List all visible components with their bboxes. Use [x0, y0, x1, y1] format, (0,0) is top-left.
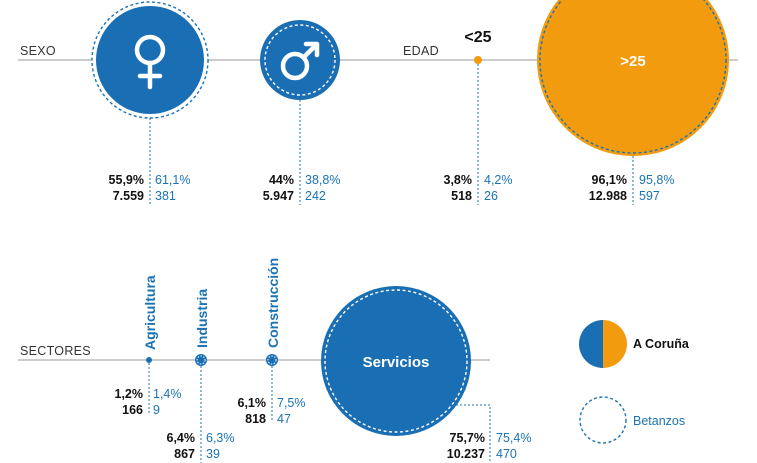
bubble-hombre-coruna [260, 20, 340, 100]
menor25-label: <25 [464, 29, 491, 46]
legend-betanzos-swatch-icon [579, 396, 627, 444]
bubble-industria-betanzos [196, 355, 206, 365]
agricultura-betanzos-pct: 1,4% [153, 387, 182, 401]
mujer-coruna-pct: 55,9% [109, 173, 144, 187]
servicios-betanzos-pct: 75,4% [496, 431, 531, 445]
mujer-betanzos-count: 381 [155, 189, 176, 203]
construccion-label: Construcción [265, 258, 281, 348]
hombre-betanzos-pct: 38,8% [305, 173, 340, 187]
agricultura-label: Agricultura [142, 275, 158, 350]
bubble-mujer-coruna [96, 6, 204, 114]
bubble-servicios-coruna [321, 286, 471, 436]
construccion-coruna-count: 818 [245, 412, 266, 426]
mayor25-label: >25 [620, 53, 645, 70]
bubble-hombre [260, 20, 340, 100]
bubble-servicios [321, 286, 471, 436]
bubble-menor25-coruna [474, 56, 482, 64]
menor25-betanzos-count: 26 [484, 189, 498, 203]
agricultura-betanzos-count: 9 [153, 403, 160, 417]
bubble-construccion-betanzos [267, 355, 277, 365]
male-symbol-icon [280, 41, 320, 81]
industria-betanzos-count: 39 [206, 447, 220, 461]
bubble-mayor25 [537, 0, 729, 156]
industria-coruna-count: 867 [174, 447, 195, 461]
industria-betanzos-pct: 6,3% [206, 431, 235, 445]
edad-axis-label: EDAD [403, 44, 439, 58]
bubble-mayor25-betanzos [539, 0, 727, 154]
mujer-coruna-count: 7.559 [113, 189, 144, 203]
industria-coruna-pct: 6,4% [167, 431, 196, 445]
mayor25-coruna-count: 12.988 [589, 189, 627, 203]
mujer-betanzos-pct: 61,1% [155, 173, 190, 187]
mayor25-betanzos-pct: 95,8% [639, 173, 674, 187]
industria-label: Industria [194, 289, 210, 348]
hombre-coruna-count: 5.947 [263, 189, 294, 203]
legend-betanzos-label: Betanzos [633, 414, 685, 428]
bubble-hombre-betanzos [264, 24, 336, 96]
sectores-axis-label: SECTORES [20, 344, 91, 358]
mayor25-coruna-pct: 96,1% [592, 173, 627, 187]
sexo-axis-label: SEXO [20, 44, 56, 58]
servicios-coruna-count: 10.237 [447, 447, 485, 461]
hombre-betanzos-count: 242 [305, 189, 326, 203]
hombre-coruna-pct: 44% [269, 173, 294, 187]
menor25-coruna-pct: 3,8% [444, 173, 473, 187]
menor25-betanzos-pct: 4,2% [484, 173, 513, 187]
legend-coruna-label: A Coruña [633, 337, 690, 351]
servicios-label: Servicios [363, 354, 430, 371]
bubble-mayor25-coruna [537, 0, 729, 156]
construccion-betanzos-count: 47 [277, 412, 291, 426]
mayor25-betanzos-count: 597 [639, 189, 660, 203]
agricultura-coruna-count: 166 [122, 403, 143, 417]
bubble-servicios-betanzos [324, 289, 468, 433]
servicios-coruna-pct: 75,7% [450, 431, 485, 445]
leader-servicios [448, 404, 491, 463]
servicios-betanzos-count: 470 [496, 447, 517, 461]
construccion-coruna-pct: 6,1% [238, 396, 267, 410]
legend-coruna-swatch-icon [579, 320, 627, 368]
bubble-mujer [91, 1, 209, 119]
legend: A Coruña Betanzos [579, 320, 690, 444]
bubble-agricultura-coruna [146, 357, 152, 363]
construccion-betanzos-pct: 7,5% [277, 396, 306, 410]
agricultura-coruna-pct: 1,2% [115, 387, 144, 401]
female-symbol-icon [134, 34, 166, 90]
menor25-coruna-count: 518 [451, 189, 472, 203]
